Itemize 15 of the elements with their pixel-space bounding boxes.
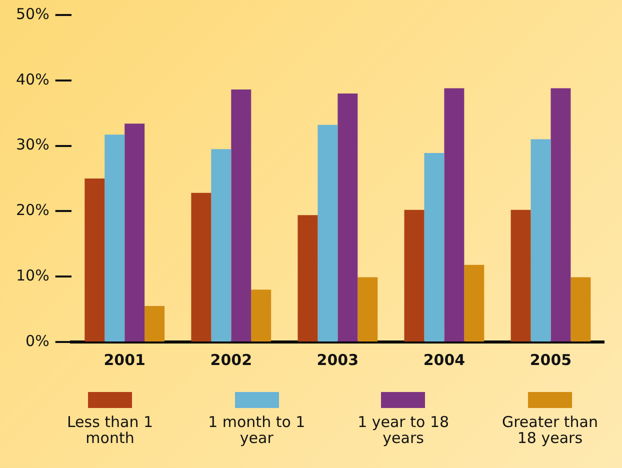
y-tick-label: 50%: [16, 4, 50, 23]
y-tick-label: 0%: [26, 332, 50, 350]
x-tick-label: 2002: [210, 350, 252, 369]
x-tick-label: 2005: [530, 350, 572, 369]
legend-label: Greater than 18 years: [500, 413, 599, 447]
x-tick-label: 2001: [104, 350, 146, 369]
y-tick-label: 10%: [16, 266, 50, 284]
x-tick-label: 2004: [423, 350, 466, 369]
legend-label: 1 month to 1 year: [207, 413, 306, 447]
y-tick-label: 40%: [16, 70, 50, 88]
x-tick-label: 2003: [316, 350, 359, 369]
legend-label: 1 year to 18 years: [356, 413, 450, 447]
legend-label: Less than 1 month: [66, 413, 154, 447]
y-tick-label: 30%: [16, 136, 50, 154]
y-tick-label: 20%: [16, 201, 50, 220]
